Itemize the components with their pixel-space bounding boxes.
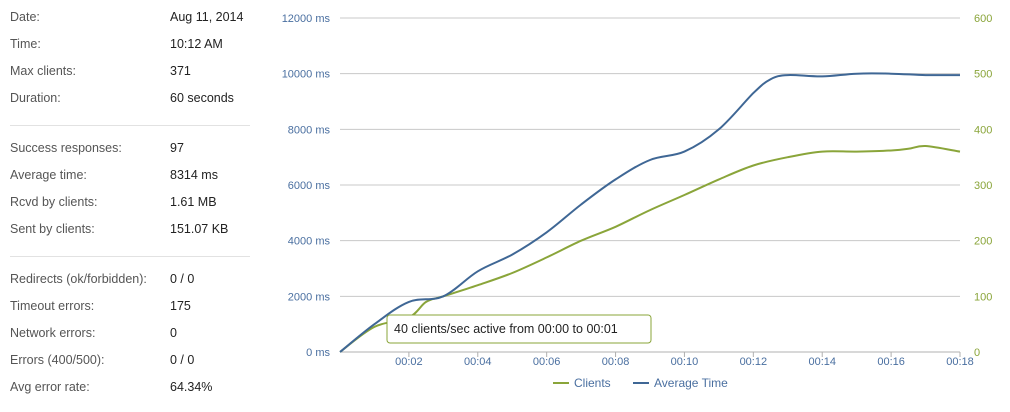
y-right-tick-label: 600: [974, 13, 992, 25]
legend-label-average-time: Average Time: [654, 376, 728, 390]
x-tick-label: 00:16: [877, 356, 905, 368]
tooltip-box: [386, 314, 652, 344]
stat-row: Max clients: 371: [10, 64, 250, 84]
stat-value: 371: [170, 64, 191, 78]
stat-value: 0 / 0: [170, 353, 195, 367]
stat-label: Errors (400/500):: [10, 353, 105, 367]
stat-label: Max clients:: [10, 64, 76, 78]
y-right-tick-label: 400: [974, 124, 992, 136]
chart-svg: 0 ms 0 2000 ms 100 4000 ms 200 6000 ms 300 8000 …: [282, 13, 993, 390]
y-right-tick-label: 500: [974, 69, 992, 81]
x-tick-label: 00:02: [395, 356, 423, 368]
x-tick-label: 00:18: [946, 356, 974, 368]
stat-row: Sent by clients: 151.07 KB: [10, 222, 250, 242]
stat-label: Success responses:: [10, 141, 122, 155]
stat-label: Redirects (ok/forbidden):: [10, 272, 147, 286]
y-left-tick-label: 4000 ms: [288, 236, 331, 248]
stats-divider: [10, 256, 250, 257]
y-right-tick-label: 300: [974, 180, 992, 192]
stat-value: Aug 11, 2014: [170, 10, 244, 24]
stat-row: Redirects (ok/forbidden): 0 / 0: [10, 272, 250, 292]
y-left-tick-label: 2000 ms: [288, 291, 331, 303]
y-left-tick-label: 12000 ms: [282, 13, 331, 25]
stat-value: 64.34%: [170, 380, 213, 394]
stat-label: Network errors:: [10, 326, 96, 340]
stat-row: Time: 10:12 AM: [10, 37, 250, 57]
x-tick-label: 00:08: [602, 356, 630, 368]
tooltip-text: 40 clients/sec active from 00:00 to 00:0…: [394, 322, 618, 336]
stat-value: 0 / 0: [170, 272, 195, 286]
series-line-average-time: [339, 72, 961, 353]
y-left-tick-label: 6000 ms: [288, 180, 331, 192]
stat-row: Errors (400/500): 0 / 0: [10, 353, 250, 373]
y-right-tick-label: 200: [974, 236, 992, 248]
stats-divider: [10, 125, 250, 126]
x-tick-label: 00:10: [671, 356, 699, 368]
stat-row: Rcvd by clients: 1.61 MB: [10, 195, 250, 215]
stat-value: 175: [170, 299, 191, 313]
stats-panel: Date: Aug 11, 2014 Time: 10:12 AM Max client…: [0, 0, 260, 407]
stat-row: Avg error rate: 64.34%: [10, 380, 250, 400]
stat-label: Average time:: [10, 168, 87, 182]
response-time-chart: 0 ms 0 2000 ms 100 4000 ms 200 6000 ms 300 8000 …: [260, 0, 1010, 407]
legend-label-clients: Clients: [574, 376, 611, 390]
x-tick-label: 00:14: [808, 356, 836, 368]
stat-label: Timeout errors:: [10, 299, 95, 313]
stat-label: Sent by clients:: [10, 222, 95, 236]
stat-value: 151.07 KB: [170, 222, 229, 236]
stat-value: 1.61 MB: [170, 195, 217, 209]
stat-row: Average time: 8314 ms: [10, 168, 250, 188]
y-left-tick-label: 8000 ms: [288, 124, 331, 136]
stat-row: Date: Aug 11, 2014: [10, 10, 250, 30]
stat-row: Success responses: 97: [10, 141, 250, 161]
y-left-tick-label: 10000 ms: [282, 69, 331, 81]
stat-value: 60 seconds: [170, 91, 234, 105]
stat-label: Duration:: [10, 91, 61, 105]
stat-row: Duration: 60 seconds: [10, 91, 250, 111]
x-tick-label: 00:12: [740, 356, 768, 368]
y-left-tick-label: 0 ms: [306, 347, 330, 359]
stat-label: Date:: [10, 10, 40, 24]
stat-value: 8314 ms: [170, 168, 218, 182]
y-right-tick-label: 0: [974, 347, 980, 359]
y-right-tick-label: 100: [974, 291, 992, 303]
chart-tooltip: 40 clients/sec active from 00:00 to 00:0…: [386, 314, 652, 344]
stat-label: Time:: [10, 37, 41, 51]
stat-label: Rcvd by clients:: [10, 195, 98, 209]
stat-value: 0: [170, 326, 177, 340]
stat-row: Network errors: 0: [10, 326, 250, 346]
stat-value: 10:12 AM: [170, 37, 223, 51]
stat-row: Timeout errors: 175: [10, 299, 250, 319]
x-tick-label: 00:04: [464, 356, 492, 368]
x-tick-label: 00:06: [533, 356, 561, 368]
stat-value: 97: [170, 141, 184, 155]
stat-label: Avg error rate:: [10, 380, 90, 394]
